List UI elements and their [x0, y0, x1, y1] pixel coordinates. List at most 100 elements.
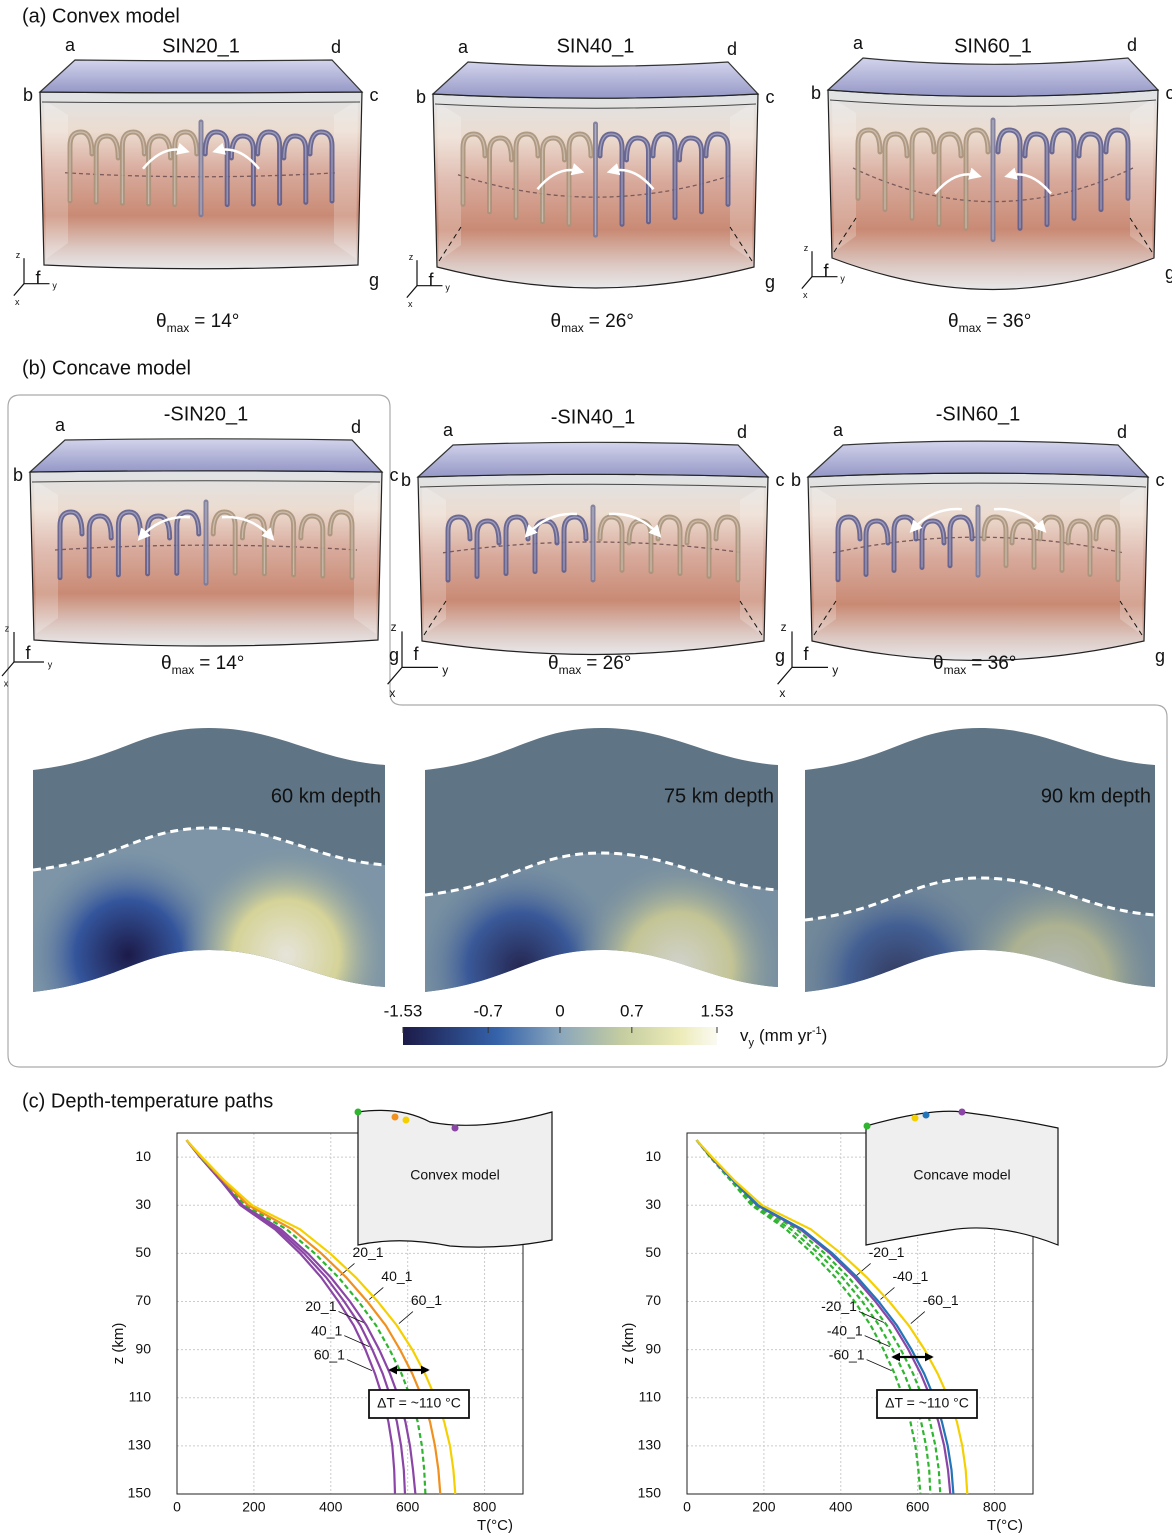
side-wall [354, 480, 378, 634]
depth-contour [32, 826, 386, 872]
tube-highlight [256, 131, 281, 204]
top-inner-edge [829, 99, 1157, 107]
tube-highlight [911, 129, 935, 219]
flow-arrow [608, 512, 662, 538]
label-subscript: y [749, 1037, 755, 1049]
corner-label: a [833, 420, 844, 440]
series-label: -20_1 [869, 1244, 905, 1260]
tube-highlight [938, 133, 962, 225]
model-box [806, 440, 1150, 662]
panel-label: (b) Concave model [22, 357, 191, 379]
tube-highlight [599, 516, 623, 571]
tube-highlight [705, 133, 729, 205]
top-inner-edge [434, 103, 757, 109]
streamline-tube [855, 127, 883, 201]
top-inner-edge [809, 482, 1147, 488]
x-tick-label: 800 [473, 1499, 497, 1515]
corner-label: c [776, 470, 785, 490]
tube-highlight [174, 131, 198, 205]
plot-frame [176, 1132, 524, 1495]
tube-highlight [997, 129, 1021, 229]
axis-triad [801, 251, 838, 289]
y-axis-label: z (km) [110, 1323, 127, 1365]
theta-value: = 14° [194, 311, 239, 332]
theta-subscript: max [172, 663, 195, 677]
theta-value: = 26° [586, 653, 631, 674]
tube-highlight [1105, 129, 1129, 199]
depth-label: 75 km depth [664, 785, 774, 807]
inset-marker [402, 1116, 410, 1124]
edge-dash [739, 600, 763, 636]
streamline-tube [597, 131, 625, 227]
model-top [826, 57, 1160, 97]
series-label: 20_1 [305, 1298, 336, 1314]
corner-label: c [766, 87, 775, 107]
streamline-tube [981, 514, 1009, 569]
streamline-tube [1093, 514, 1121, 583]
annotation: ΔT = ~110 °C [377, 1395, 461, 1411]
tube-highlight [488, 137, 513, 212]
theta-label: θmax = 14° [161, 653, 244, 677]
axis-label: x [408, 299, 413, 309]
flow-arrow [993, 507, 1047, 533]
x-tick-label: 400 [829, 1499, 853, 1515]
axis-triad [406, 260, 443, 298]
flow-arrow [606, 163, 655, 190]
tube-highlight [1051, 129, 1075, 219]
edge-dash [813, 600, 837, 636]
top-inner-edge [31, 480, 381, 483]
theta-label: θmax = 36° [933, 653, 1016, 677]
corner-label: b [23, 85, 33, 105]
annotation-box [876, 1389, 978, 1419]
streamline-tube [202, 129, 230, 208]
theta-subscript: max [959, 321, 982, 335]
streamline-tube [93, 133, 121, 205]
y-tick-label: 90 [135, 1340, 151, 1356]
axis-label: y [840, 274, 845, 284]
label-leader [856, 1263, 871, 1276]
corner-label: f [35, 268, 41, 288]
x-axis-label: T(°C) [477, 1517, 513, 1534]
corner-label: c [1166, 83, 1172, 103]
corner-label: g [765, 272, 775, 292]
temperature-path [695, 1139, 932, 1495]
tube-highlight [88, 515, 112, 577]
inset-marker [451, 1124, 459, 1132]
streamline-tube [174, 509, 202, 576]
y-tick-label: 130 [128, 1437, 152, 1453]
series-label: 20_1 [352, 1244, 383, 1260]
side-wall [812, 485, 836, 635]
tube-highlight [212, 511, 236, 574]
series-label: 60_1 [411, 1292, 442, 1308]
tube-highlight [283, 135, 307, 203]
streamline-tube [677, 135, 704, 215]
inset-marker [354, 1108, 362, 1116]
series-label: -40_1 [827, 1322, 863, 1338]
axis-line [1, 661, 15, 677]
model-top [416, 441, 770, 478]
x-tick-label: 800 [983, 1499, 1007, 1515]
corner-label: b [13, 465, 23, 485]
tube-highlight [121, 131, 146, 204]
depth-map [424, 728, 779, 992]
colorbar-tick-label: 1.53 [700, 1001, 733, 1020]
x-tick-label: 400 [319, 1499, 343, 1515]
corner-label: c [370, 85, 379, 105]
streamline-tube [487, 135, 514, 215]
panel-frame [7, 394, 1168, 1068]
flow-arrow [1004, 167, 1052, 195]
tube-highlight [146, 515, 171, 574]
label-leader [864, 1335, 890, 1347]
streamline-tube [228, 133, 256, 207]
streamline-tube [269, 509, 297, 578]
theta-label: θmax = 36° [948, 311, 1031, 335]
axis-line [801, 276, 813, 289]
streamline-tube [145, 513, 173, 577]
tube-highlight [515, 133, 539, 218]
theta-label: θmax = 26° [548, 653, 631, 677]
tube-highlight [300, 515, 324, 577]
axis-label: y [445, 283, 450, 293]
side-wall [1130, 98, 1154, 252]
tube-highlight [270, 511, 295, 575]
streamline-tube [863, 518, 891, 578]
